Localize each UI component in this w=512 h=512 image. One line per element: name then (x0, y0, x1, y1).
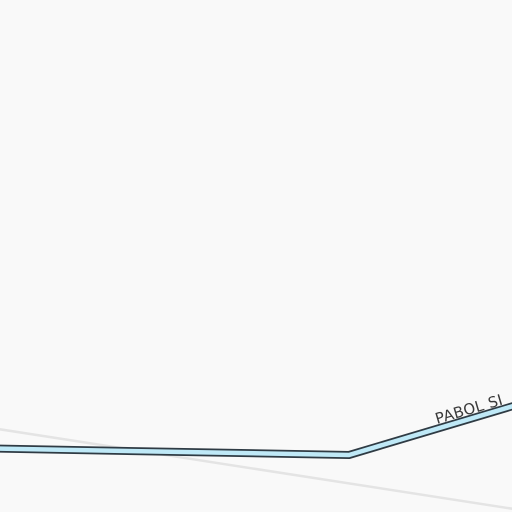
minor-road (0, 428, 512, 510)
waterway-fill (0, 404, 512, 458)
